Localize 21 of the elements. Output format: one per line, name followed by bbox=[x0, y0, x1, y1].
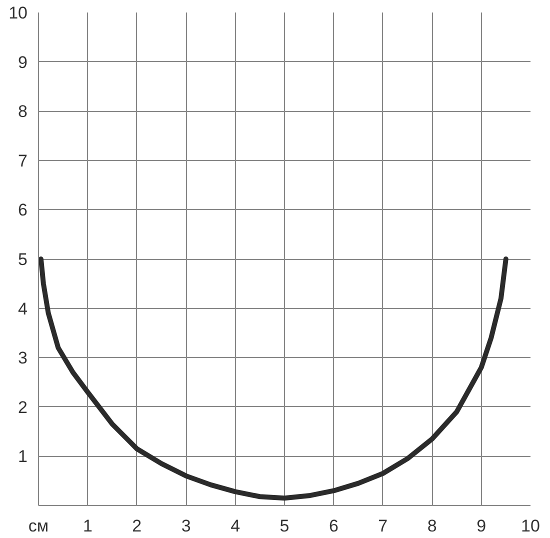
x-tick-label: 8 bbox=[427, 516, 437, 536]
y-tick-label: 2 bbox=[18, 398, 28, 417]
y-tick-label: 6 bbox=[18, 200, 28, 220]
x-tick-label: 3 bbox=[181, 516, 191, 536]
x-tick-label: 9 bbox=[476, 516, 486, 536]
x-tick-label: 1 bbox=[82, 516, 92, 536]
x-tick-label: 4 bbox=[230, 516, 240, 536]
y-tick-label: 1 bbox=[18, 447, 28, 466]
y-tick-label: 4 bbox=[18, 299, 28, 318]
y-tick-label: 3 bbox=[18, 348, 28, 368]
y-tick-label: 10 bbox=[8, 4, 28, 22]
y-tick-label: 8 bbox=[18, 102, 28, 122]
x-tick-label: см bbox=[28, 516, 49, 536]
x-tick-label: 2 bbox=[132, 516, 142, 536]
x-tick-label: 6 bbox=[328, 516, 338, 536]
x-tick-label: 5 bbox=[280, 516, 290, 536]
y-tick-label: 7 bbox=[18, 151, 28, 170]
y-tick-label: 9 bbox=[18, 52, 28, 72]
x-tick-label: 10 bbox=[521, 516, 540, 536]
y-tick-label: 5 bbox=[18, 250, 28, 269]
x-tick-label: 7 bbox=[378, 516, 388, 536]
